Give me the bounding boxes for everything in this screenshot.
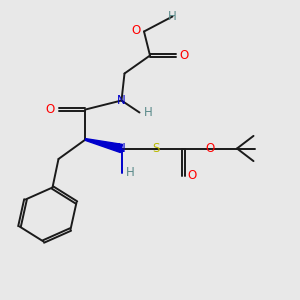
Text: O: O: [188, 169, 196, 182]
Text: N: N: [117, 142, 126, 155]
Text: S: S: [152, 142, 160, 155]
Text: O: O: [46, 103, 55, 116]
Text: O: O: [206, 142, 214, 155]
Text: H: H: [143, 106, 152, 119]
Text: H: H: [126, 166, 135, 179]
Text: N: N: [117, 94, 126, 107]
Polygon shape: [85, 139, 122, 153]
Text: H: H: [168, 10, 177, 23]
Text: O: O: [132, 23, 141, 37]
Text: O: O: [179, 49, 188, 62]
